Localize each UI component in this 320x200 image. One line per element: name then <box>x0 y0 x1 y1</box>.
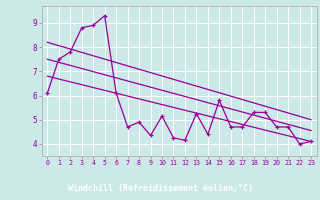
Text: Windchill (Refroidissement éolien,°C): Windchill (Refroidissement éolien,°C) <box>68 184 252 193</box>
